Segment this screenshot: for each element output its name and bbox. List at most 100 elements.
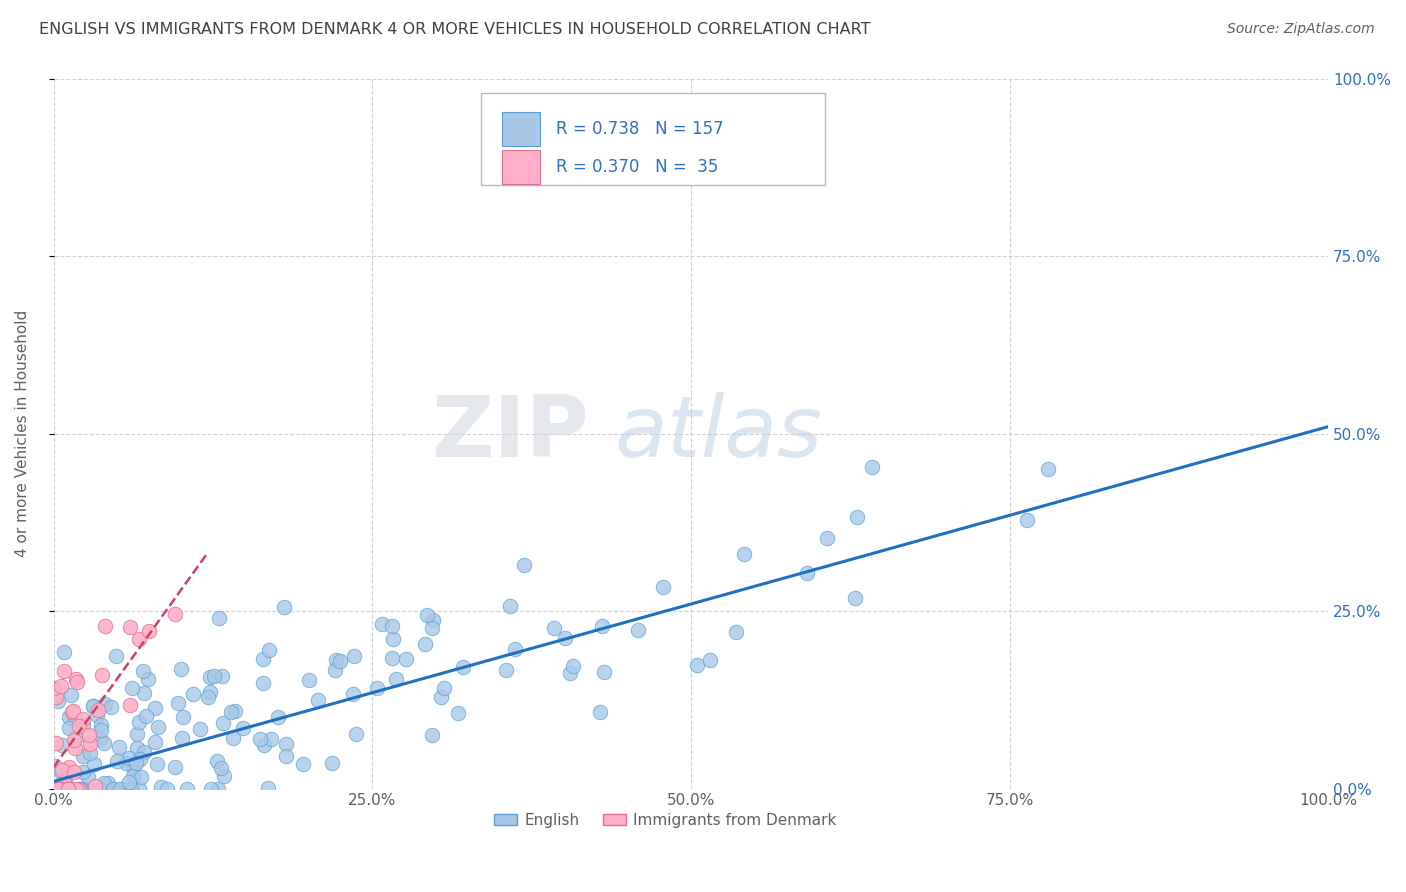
- Point: [89, 781, 111, 796]
- Point: [266, 709, 288, 723]
- Point: [51, 781, 73, 796]
- Point: [94, 619, 117, 633]
- Point: [202, 669, 225, 683]
- Point: [63, 741, 86, 756]
- Point: [51, 764, 73, 778]
- Point: [121, 681, 143, 695]
- Bar: [502, 112, 540, 146]
- Point: [105, 754, 128, 768]
- Point: [51, 781, 73, 796]
- Point: [58, 781, 80, 796]
- Point: [562, 658, 585, 673]
- Point: [543, 621, 565, 635]
- Point: [79, 737, 101, 751]
- Point: [343, 649, 366, 664]
- Point: [198, 685, 221, 699]
- Point: [46, 781, 69, 796]
- Point: [344, 727, 367, 741]
- Text: ZIP: ZIP: [432, 392, 589, 475]
- FancyBboxPatch shape: [481, 93, 825, 186]
- Point: [48, 694, 70, 708]
- Point: [197, 690, 219, 704]
- Point: [83, 779, 105, 793]
- Point: [209, 761, 232, 775]
- Point: [128, 781, 150, 796]
- Point: [503, 642, 526, 657]
- Point: [44, 681, 66, 695]
- Point: [135, 708, 157, 723]
- Point: [381, 619, 404, 633]
- Point: [724, 624, 747, 639]
- Point: [323, 663, 346, 677]
- Point: [69, 781, 91, 796]
- Point: [138, 624, 160, 639]
- Point: [249, 732, 271, 747]
- Legend: English, Immigrants from Denmark: English, Immigrants from Denmark: [488, 807, 842, 834]
- Point: [128, 632, 150, 647]
- Point: [60, 781, 83, 796]
- Point: [70, 781, 93, 796]
- Point: [122, 769, 145, 783]
- Point: [118, 619, 141, 633]
- Point: [627, 623, 650, 637]
- Point: [89, 731, 111, 746]
- Point: [224, 704, 246, 718]
- Point: [273, 600, 295, 615]
- Point: [45, 781, 67, 796]
- Point: [1036, 462, 1059, 476]
- Point: [93, 698, 115, 712]
- Point: [72, 748, 94, 763]
- Point: [48, 781, 70, 796]
- Point: [329, 655, 352, 669]
- Point: [165, 607, 187, 621]
- Point: [260, 731, 283, 746]
- Point: [846, 510, 869, 524]
- Point: [132, 745, 155, 759]
- Point: [499, 599, 522, 613]
- Point: [136, 672, 159, 686]
- Point: [101, 781, 124, 796]
- Point: [125, 726, 148, 740]
- Point: [60, 705, 83, 719]
- Point: [72, 765, 94, 780]
- Point: [815, 531, 838, 545]
- Point: [77, 781, 100, 796]
- Point: [93, 736, 115, 750]
- Point: [90, 723, 112, 737]
- Point: [72, 713, 94, 727]
- Point: [58, 710, 80, 724]
- Point: [371, 616, 394, 631]
- Point: [321, 756, 343, 770]
- Point: [554, 632, 576, 646]
- Point: [125, 756, 148, 771]
- Point: [53, 664, 76, 678]
- Point: [170, 731, 193, 745]
- Point: [72, 717, 94, 731]
- Point: [56, 781, 79, 796]
- Point: [593, 665, 616, 680]
- Point: [170, 662, 193, 676]
- Point: [131, 771, 153, 785]
- Point: [63, 713, 86, 727]
- Point: [395, 652, 418, 666]
- Point: [132, 665, 155, 679]
- Point: [82, 699, 104, 714]
- Point: [207, 781, 229, 796]
- Point: [60, 688, 83, 702]
- Point: [108, 781, 131, 796]
- Point: [62, 764, 84, 779]
- Point: [298, 673, 321, 688]
- Point: [100, 700, 122, 714]
- Point: [93, 776, 115, 790]
- Point: [796, 566, 818, 580]
- Point: [49, 679, 72, 693]
- Point: [44, 781, 66, 796]
- Point: [66, 675, 89, 690]
- Point: [181, 687, 204, 701]
- Point: [108, 739, 131, 754]
- Point: [257, 781, 280, 796]
- Point: [733, 547, 755, 561]
- Point: [222, 731, 245, 745]
- Point: [83, 757, 105, 772]
- Point: [381, 651, 404, 665]
